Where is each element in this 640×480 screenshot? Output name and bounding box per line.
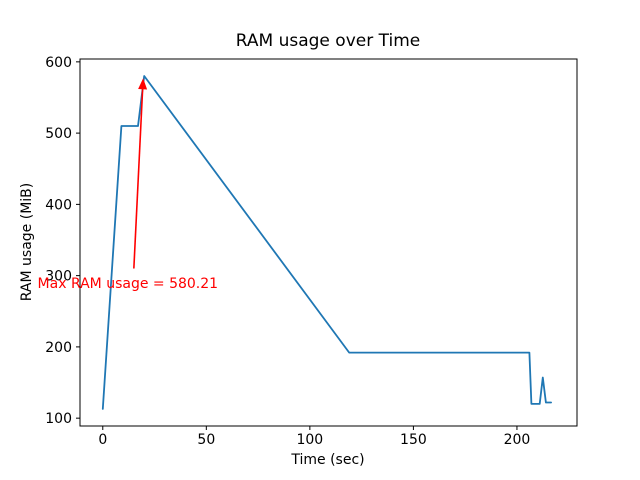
x-tick-label: 150: [400, 432, 427, 448]
x-tick-label: 0: [98, 432, 107, 448]
y-tick-label: 600: [45, 55, 72, 71]
y-axis-label: RAM usage (MiB): [19, 182, 35, 302]
y-tick-label: 500: [45, 126, 72, 142]
y-tick-label: 300: [45, 269, 72, 285]
y-tick-label: 200: [45, 340, 72, 356]
plot-border: [79, 58, 578, 427]
x-tick-label: 100: [296, 432, 323, 448]
y-tick-label: 100: [45, 411, 72, 427]
chart-title: RAM usage over Time: [235, 31, 421, 51]
annotation-arrow: [133, 87, 144, 269]
x-axis-label: Time (sec): [291, 452, 365, 468]
max-annotation-label: Max RAM usage = 580.21: [37, 276, 219, 293]
ram-usage-line: [101, 75, 552, 410]
annotation-arrowhead: [138, 78, 148, 90]
x-tick-label: 50: [197, 432, 215, 448]
y-tick-label: 400: [45, 197, 72, 213]
x-tick-label: 200: [504, 432, 531, 448]
